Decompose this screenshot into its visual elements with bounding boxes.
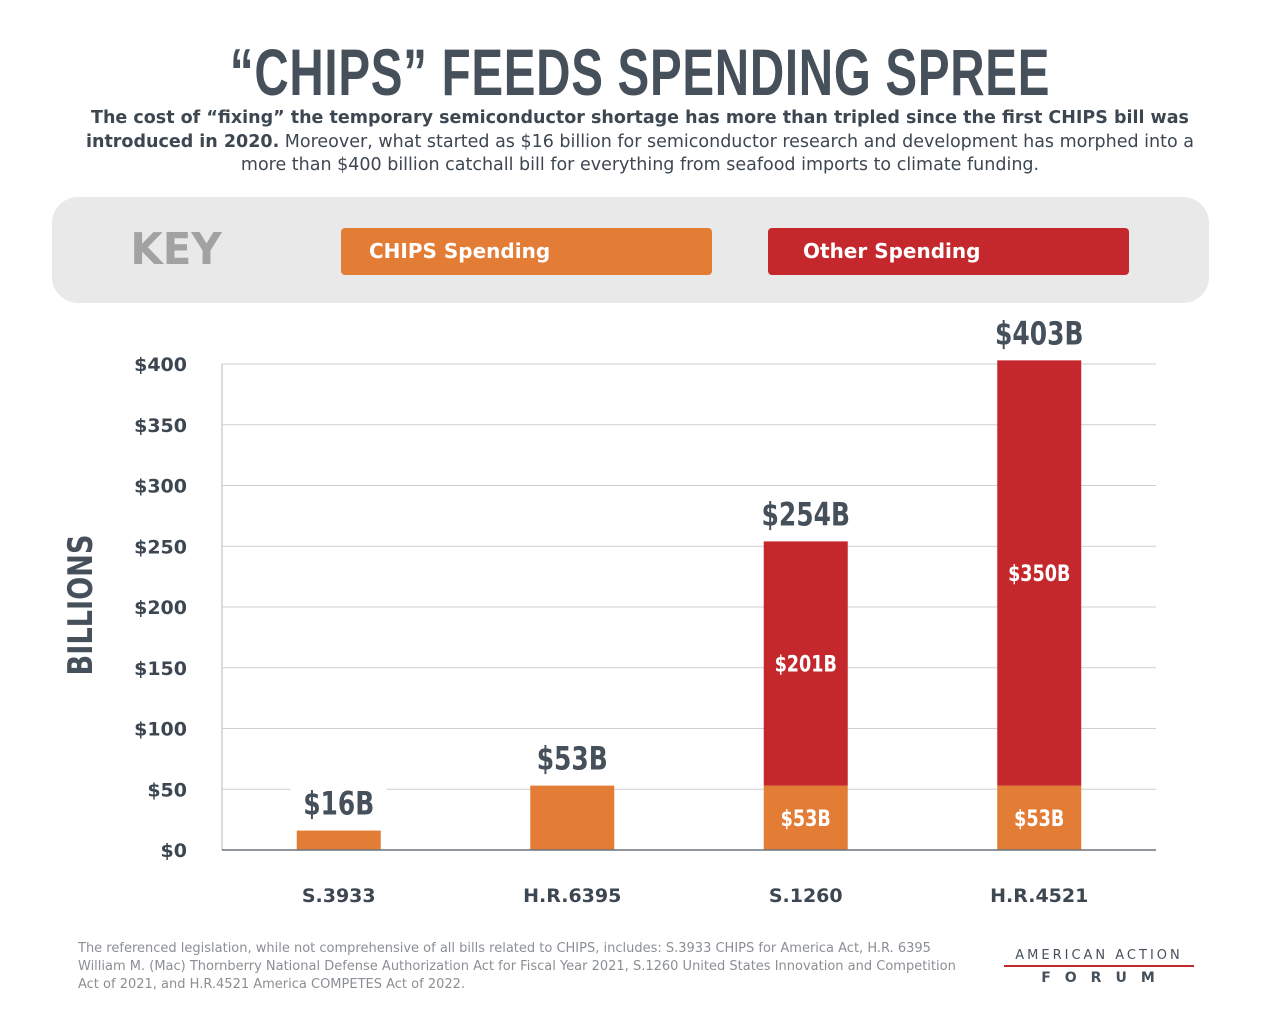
subtitle-rest: Moreover, what started as $16 billion fo… bbox=[240, 131, 1194, 176]
key-label: KEY bbox=[130, 224, 222, 275]
bar-segment-label: $201B bbox=[775, 652, 837, 677]
y-tick-label: $100 bbox=[134, 719, 187, 741]
logo-line2: FORUM bbox=[1041, 970, 1169, 986]
logo-line1: AMERICAN ACTION bbox=[1004, 948, 1194, 967]
aaf-logo: AMERICAN ACTION FORUM bbox=[1004, 948, 1194, 986]
bar-chips bbox=[296, 830, 381, 850]
x-tick-label: S.3933 bbox=[302, 885, 376, 907]
bar-total-label: $403B bbox=[995, 314, 1083, 352]
bar-chips bbox=[763, 785, 848, 850]
subtitle: The cost of “fixing” the temporary semic… bbox=[80, 107, 1200, 178]
bar-other bbox=[997, 360, 1082, 786]
y-tick-label: $200 bbox=[134, 597, 187, 619]
y-tick-label: $150 bbox=[134, 658, 187, 680]
legend-other-spending: Other Spending bbox=[768, 228, 1129, 275]
subtitle-bold: The cost of “fixing” the temporary semic… bbox=[85, 108, 1189, 152]
x-tick-label: H.R.6395 bbox=[523, 885, 621, 907]
y-tick-label: $250 bbox=[134, 536, 187, 558]
bar-total-label: $254B bbox=[762, 495, 850, 533]
page-title: “CHIPS” FEEDS SPENDING SPREE bbox=[229, 35, 1051, 109]
bar-segment-label: $53B bbox=[781, 806, 831, 831]
bar-other bbox=[763, 541, 848, 786]
x-tick-label: H.R.4521 bbox=[990, 885, 1088, 907]
bar-segment-label: $350B bbox=[1008, 561, 1070, 586]
y-tick-label: $400 bbox=[134, 354, 187, 376]
y-tick-label: $0 bbox=[161, 840, 187, 862]
total-label-bg bbox=[991, 316, 1088, 353]
bar-chips bbox=[530, 785, 615, 850]
total-label-bg bbox=[290, 786, 387, 823]
y-tick-label: $350 bbox=[134, 415, 187, 437]
y-tick-label: $50 bbox=[147, 779, 187, 801]
legend-chips-spending: CHIPS Spending bbox=[341, 228, 712, 275]
total-label-bg bbox=[757, 497, 854, 534]
total-label-bg bbox=[524, 741, 621, 778]
y-tick-label: $300 bbox=[134, 476, 187, 498]
bar-total-label: $53B bbox=[537, 739, 608, 777]
bar-segment-label: $53B bbox=[1014, 806, 1064, 831]
footnote: The referenced legislation, while not co… bbox=[78, 941, 956, 992]
bar-chips bbox=[997, 785, 1082, 850]
y-axis-label: BILLIONS bbox=[61, 534, 101, 675]
bar-total-label: $16B bbox=[303, 784, 374, 822]
x-tick-label: S.1260 bbox=[769, 885, 843, 907]
